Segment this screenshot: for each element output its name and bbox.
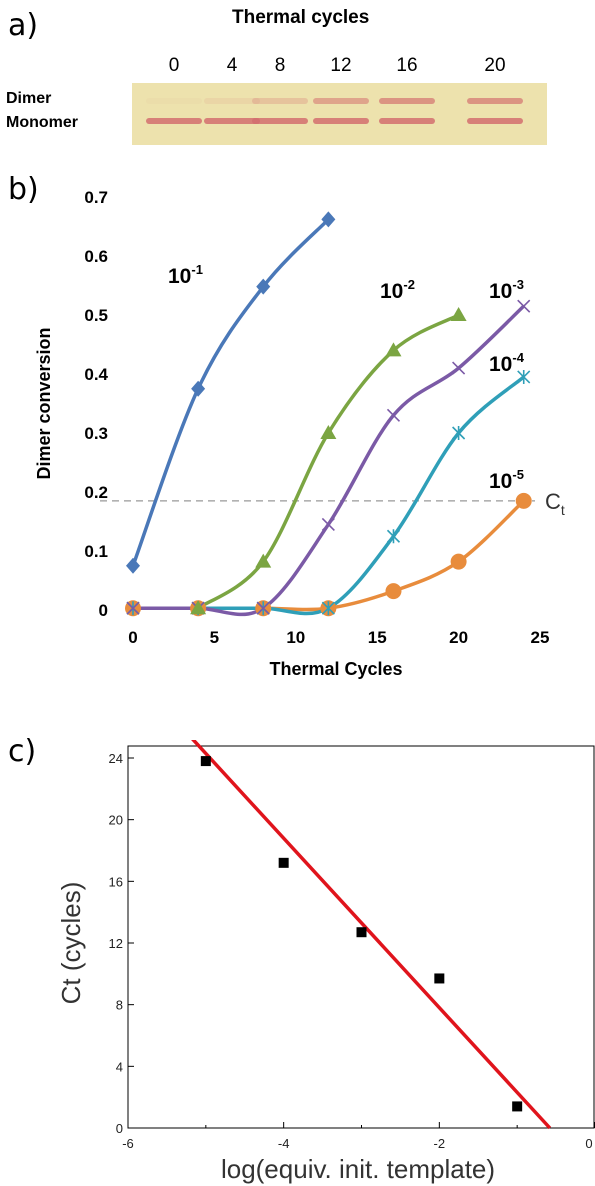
series-label: 10-5 — [489, 467, 524, 493]
lane-label: 4 — [226, 55, 238, 76]
x-tick-label: 20 — [449, 628, 468, 647]
y-tick-label: 0.7 — [84, 188, 108, 207]
lane-label: 8 — [274, 55, 286, 76]
data-point — [452, 426, 466, 440]
series-line — [133, 499, 525, 612]
data-point — [200, 756, 211, 767]
y-tick-label: 0.1 — [84, 542, 108, 561]
series-label: 10-1 — [168, 262, 203, 288]
monomer-band — [467, 118, 523, 124]
y-axis-title: Dimer conversion — [34, 327, 54, 479]
data-point — [386, 408, 401, 422]
series-label: 10-2 — [380, 277, 415, 303]
data-point — [385, 342, 402, 357]
data-point — [278, 857, 289, 868]
ct-label: Ct — [545, 489, 565, 518]
data-point — [450, 553, 467, 570]
dimer-band — [379, 98, 435, 104]
data-point — [386, 529, 401, 544]
data-point — [255, 553, 272, 568]
lane-label: 12 — [330, 55, 352, 76]
x-tick-label: 25 — [531, 628, 550, 647]
dimer-band — [252, 98, 308, 104]
x-tick-label: 5 — [210, 628, 219, 647]
x-tick-label: -4 — [278, 1136, 290, 1151]
monomer-band — [204, 118, 260, 124]
panel-c-letter: c) — [8, 734, 37, 769]
data-point — [321, 211, 336, 228]
data-point — [515, 492, 532, 509]
monomer-band — [379, 118, 435, 124]
lane-label: 20 — [484, 55, 506, 76]
y-tick-label: 0 — [116, 1121, 123, 1136]
y-tick-label: 8 — [116, 998, 123, 1013]
y-tick-label: 0.5 — [84, 306, 108, 325]
ct-vs-log-template-chart: 0 4 8 12 16 20 24 -6 -4 -2 0 log(equiv. init. templ… — [56, 740, 595, 1184]
data-point — [126, 601, 140, 615]
x-axis-title: log(equiv. init. template) — [221, 1154, 495, 1184]
x-tick-label: -2 — [434, 1136, 446, 1151]
y-tick-label: 16 — [109, 874, 123, 889]
data-point — [434, 973, 445, 984]
series-label: 10-3 — [489, 277, 524, 303]
dimer-band — [146, 98, 202, 104]
monomer-label: Monomer — [6, 114, 78, 131]
y-axis-title: Ct (cycles) — [56, 882, 86, 1005]
gel-image — [132, 83, 547, 145]
y-tick-label: 0 — [99, 601, 108, 620]
x-tick-label: 10 — [286, 628, 305, 647]
data-point — [517, 299, 531, 313]
y-tick-label: 0.6 — [84, 247, 108, 266]
series-line — [131, 218, 330, 567]
data-point — [256, 278, 271, 295]
dimer-band — [313, 98, 369, 104]
dimer-band — [204, 98, 260, 104]
data-point — [356, 927, 367, 938]
x-tick-label: 0 — [585, 1136, 592, 1151]
y-tick-label: 24 — [109, 751, 123, 766]
data-point — [190, 600, 207, 615]
y-tick-label: 4 — [116, 1059, 123, 1074]
data-point — [450, 307, 467, 321]
dimer-conversion-chart: Ct 0 0.1 0.2 0.3 0.4 0.5 0.6 0.7 0 5 10 15 20 25 Therma… — [34, 188, 565, 679]
data-point — [321, 517, 335, 532]
dimer-band — [467, 98, 523, 104]
y-tick-label: 12 — [109, 936, 123, 951]
data-point — [517, 369, 531, 384]
panel-a-letter: a) — [8, 8, 39, 43]
data-point — [512, 1101, 523, 1112]
data-point — [321, 601, 335, 616]
x-tick-label: -6 — [122, 1136, 134, 1151]
y-tick-label: 20 — [109, 813, 123, 828]
y-tick-label: 0.2 — [84, 483, 108, 502]
lane-label: 16 — [396, 55, 418, 76]
monomer-band — [146, 118, 202, 124]
lane-label: 0 — [168, 55, 180, 76]
fit-line — [191, 740, 552, 1130]
dimer-label: Dimer — [6, 90, 52, 107]
gel-title: Thermal cycles — [232, 7, 370, 28]
series-line — [133, 375, 525, 616]
data-point — [126, 557, 140, 574]
panel-b-letter: b) — [8, 172, 39, 207]
series-line — [197, 313, 460, 610]
data-point — [256, 601, 270, 615]
x-tick-label: 15 — [368, 628, 387, 647]
data-point — [191, 380, 206, 397]
x-tick-label: 0 — [128, 628, 137, 647]
data-point — [452, 361, 466, 375]
data-point — [385, 583, 402, 600]
x-axis-title: Thermal Cycles — [269, 659, 402, 679]
y-tick-label: 0.4 — [84, 365, 108, 384]
y-tick-label: 0.3 — [84, 424, 108, 443]
data-point — [320, 425, 337, 439]
monomer-band — [313, 118, 369, 124]
monomer-band — [252, 118, 308, 124]
series-line — [133, 304, 525, 617]
